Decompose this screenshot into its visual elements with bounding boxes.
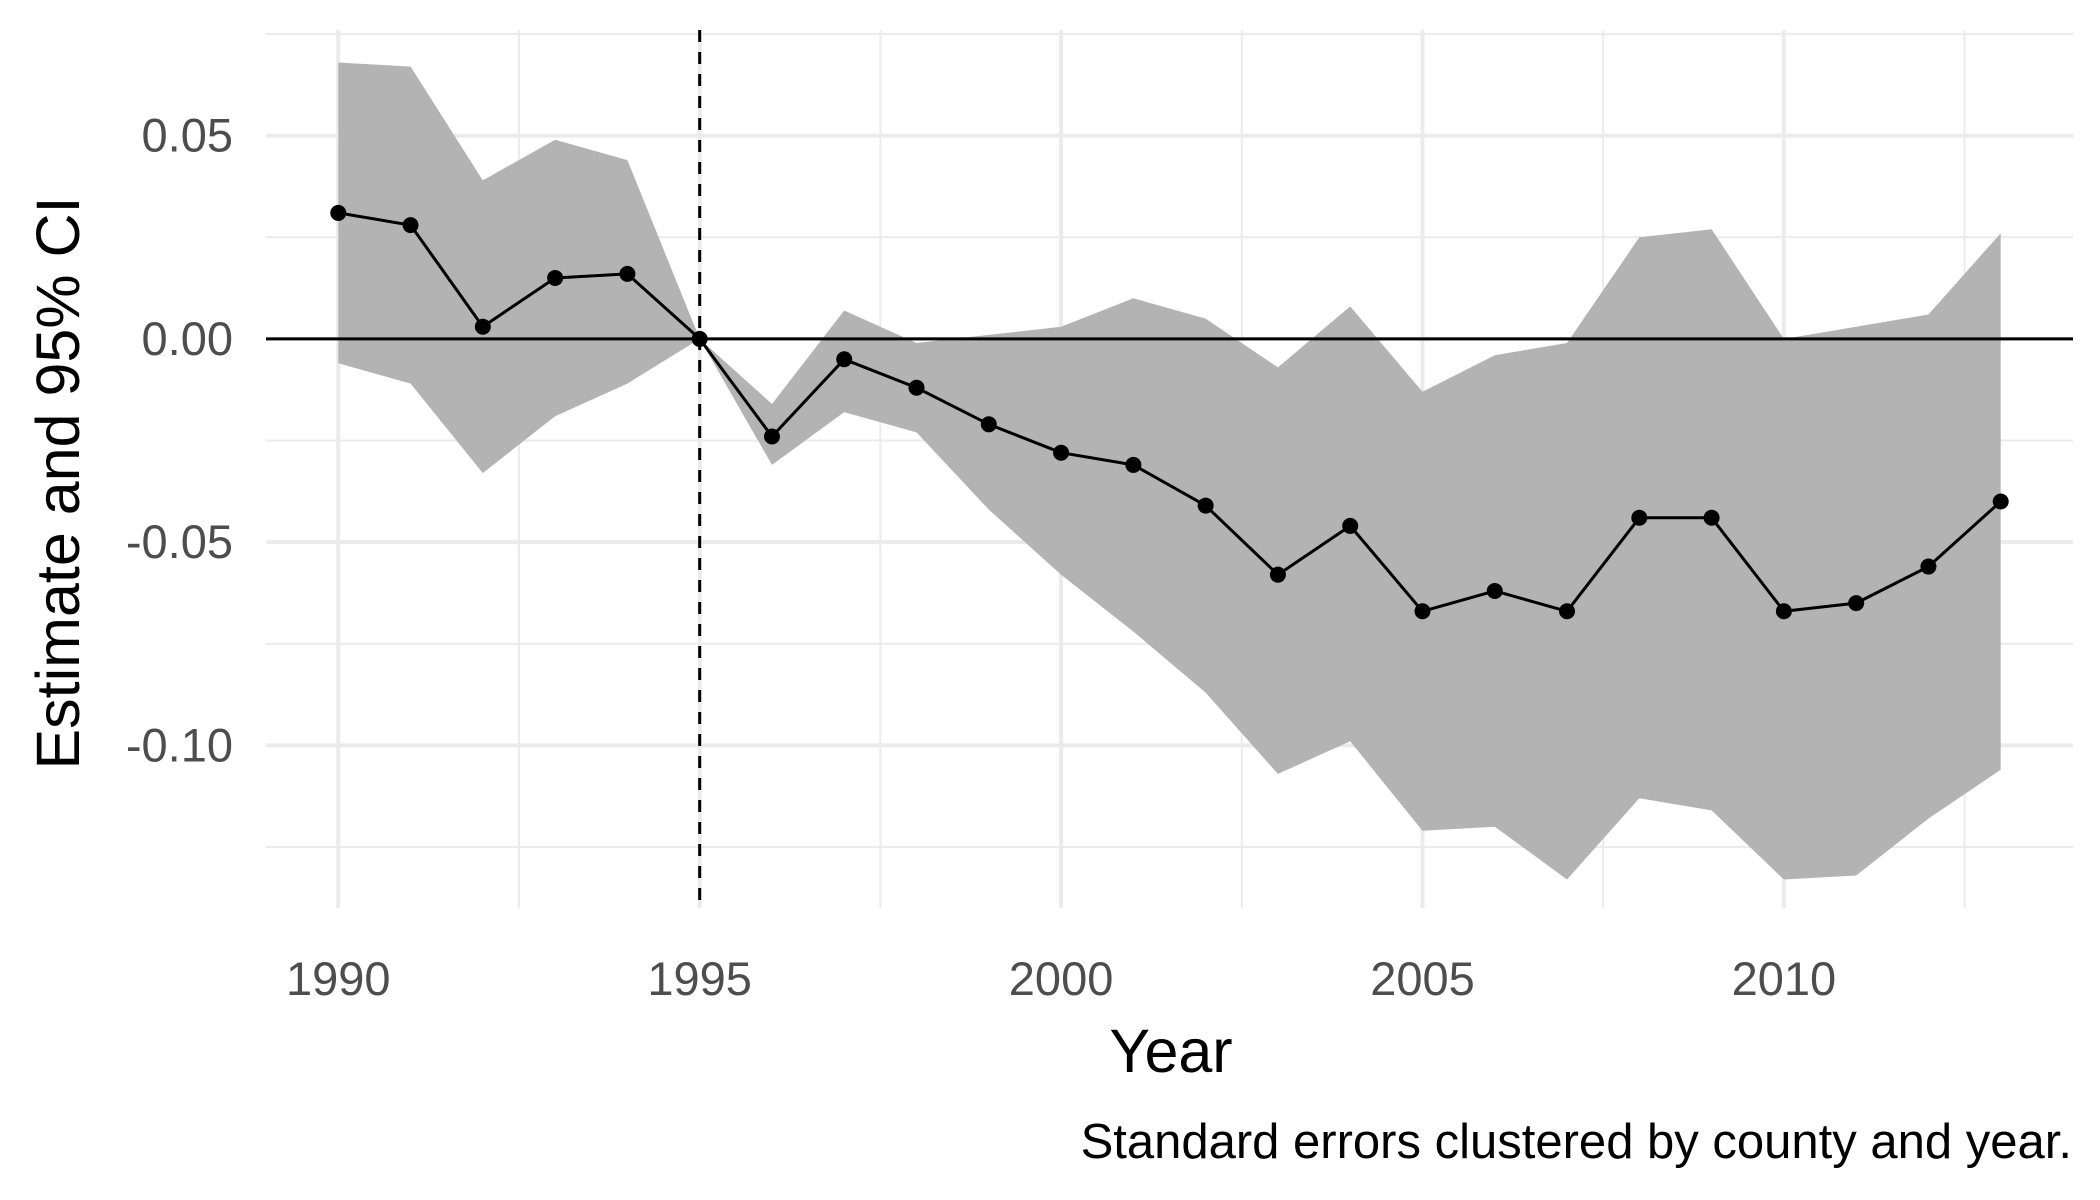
estimate-point [980,416,997,433]
estimate-point [763,428,780,445]
estimate-point [547,269,564,286]
estimate-point [1992,493,2009,510]
x-tick-label: 2010 [1732,952,1837,1005]
estimate-point [619,265,636,282]
estimate-point [474,318,491,335]
estimate-point [1559,603,1576,620]
estimate-point [1125,456,1142,473]
x-tick-label: 2000 [1009,952,1114,1005]
y-tick-label: -0.05 [126,515,233,568]
x-tick-label: 1990 [286,952,391,1005]
x-tick-label: 2005 [1370,952,1475,1005]
estimate-point [1342,517,1359,534]
chart-caption: Standard errors clustered by county and … [1081,1115,2072,1169]
estimate-point [1848,595,1865,612]
estimate-line [338,211,2002,613]
ci-ribbon [338,62,2001,880]
estimate-point [1920,558,1937,575]
estimate-point [330,204,347,221]
y-tick-label: -0.10 [126,718,233,771]
estimate-series [338,211,2002,613]
x-tick-label: 1995 [647,952,752,1005]
estimate-point [908,379,925,396]
y-axis-title: Estimate and 95% CI [24,196,92,769]
reference-lines [266,30,2073,908]
estimate-point [402,217,419,234]
estimate-point [1486,582,1503,599]
x-axis-title: Year [1109,1017,1232,1085]
estimate-points [330,204,2009,620]
estimate-point [1269,566,1286,583]
estimate-point [1703,509,1720,526]
y-axis-ticks: 0.05 0.00 -0.05 -0.10 [126,109,233,772]
estimate-point [1631,509,1648,526]
x-axis-ticks: 1990 1995 2000 2005 2010 [286,952,1836,1005]
estimate-point [836,351,853,368]
confidence-band [338,62,2001,880]
estimate-point [1053,444,1070,461]
estimate-point [691,330,708,347]
estimate-point [1197,497,1214,514]
y-tick-label: 0.05 [142,109,233,162]
y-tick-label: 0.00 [142,312,233,365]
estimate-point [1414,603,1431,620]
estimate-point [1775,603,1792,620]
